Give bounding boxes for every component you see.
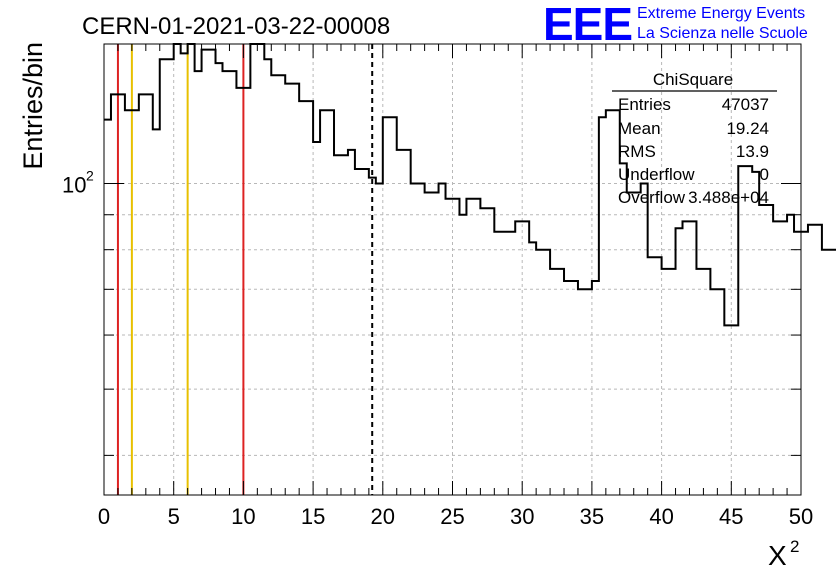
histogram-series <box>104 43 836 327</box>
reference-lines <box>116 44 374 495</box>
x-tick-label: 30 <box>510 504 534 529</box>
y-tick-label-exponent: 2 <box>86 167 94 183</box>
x-axis-label: X 2 <box>768 537 799 571</box>
x-tick-label: 10 <box>231 504 255 529</box>
stats-label-entries: Entries <box>618 95 671 114</box>
logo-line1: Extreme Energy Events <box>637 5 805 22</box>
x-axis-label-base: X <box>768 540 787 571</box>
x-tick-label: 5 <box>168 504 180 529</box>
eee-logo: EEE Extreme Energy Events La Scienza nel… <box>543 0 808 50</box>
stats-label-rms: RMS <box>618 142 656 161</box>
logo-mark: EEE <box>543 0 632 50</box>
logo-line2: La Scienza nelle Scuole <box>637 25 808 42</box>
x-tick-label: 0 <box>98 504 110 529</box>
stats-value-underflow: 0 <box>760 165 769 184</box>
x-tick-label: 50 <box>789 504 813 529</box>
stats-label-underflow: Underflow <box>618 165 695 184</box>
grid <box>104 44 801 495</box>
stats-value-overflow: 3.488e+04 <box>688 188 769 207</box>
x-tick-label: 45 <box>719 504 743 529</box>
x-tick-label: 20 <box>371 504 395 529</box>
x-axis-label-superscript: 2 <box>790 537 799 556</box>
stats-label-overflow: Overflow <box>618 188 686 207</box>
x-tick-label: 15 <box>301 504 325 529</box>
stats-value-entries: 47037 <box>722 95 769 114</box>
y-axis-label: Entries/bin <box>18 42 48 170</box>
x-tick-label: 40 <box>649 504 673 529</box>
stats-label-mean: Mean <box>618 119 661 138</box>
axis-ticks <box>103 44 802 495</box>
stats-box: ChiSquare Entries 47037 Mean 19.24 RMS 1… <box>612 70 777 207</box>
x-tick-label: 35 <box>580 504 604 529</box>
y-tick-label: 10 <box>62 172 86 197</box>
x-tick-label: 25 <box>440 504 464 529</box>
stats-value-mean: 19.24 <box>726 119 769 138</box>
chart-title: CERN-01-2021-03-22-00008 <box>82 13 390 40</box>
histogram <box>104 43 836 327</box>
stats-value-rms: 13.9 <box>736 142 769 161</box>
stats-title: ChiSquare <box>653 70 733 89</box>
